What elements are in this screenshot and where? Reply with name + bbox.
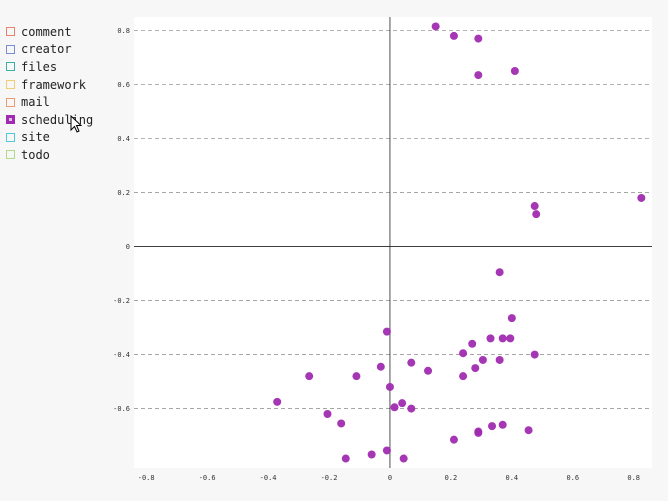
data-point <box>495 268 504 277</box>
mouse-cursor-icon <box>70 115 83 133</box>
data-point <box>382 327 391 336</box>
x-tick-label: -0.6 <box>199 474 216 482</box>
data-point <box>530 350 539 359</box>
data-point <box>305 372 314 381</box>
data-point <box>367 450 376 459</box>
x-tick-label: 0.8 <box>627 474 640 482</box>
legend: comment creator files framework mail scheduli… <box>6 23 93 164</box>
legend-item-comment[interactable]: comment <box>6 23 93 41</box>
data-point <box>488 422 497 431</box>
y-tick-label: 0 <box>126 243 130 251</box>
legend-label: framework <box>21 77 87 92</box>
data-point <box>530 202 539 211</box>
data-point <box>507 314 516 323</box>
legend-label: todo <box>21 147 50 162</box>
legend-item-mail[interactable]: mail <box>6 93 93 111</box>
legend-label: mail <box>21 95 50 110</box>
data-point <box>323 409 332 418</box>
plot-area <box>134 17 652 468</box>
data-point <box>398 399 407 408</box>
data-point <box>474 71 483 80</box>
legend-item-framework[interactable]: framework <box>6 76 93 94</box>
y-tick-label: -0.6 <box>113 405 130 413</box>
legend-swatch <box>6 44 15 54</box>
data-point <box>341 454 350 463</box>
x-tick-label: 0.6 <box>566 474 579 482</box>
data-point <box>495 355 504 364</box>
data-point <box>431 22 440 31</box>
data-point <box>382 446 391 455</box>
data-point <box>498 420 507 429</box>
data-point <box>407 404 416 413</box>
legend-swatch <box>6 80 15 90</box>
data-point <box>424 366 433 375</box>
data-point <box>459 372 468 381</box>
legend-item-creator[interactable]: creator <box>6 41 93 59</box>
data-point <box>337 419 346 428</box>
data-point <box>532 210 541 219</box>
data-point <box>510 67 519 76</box>
legend-label: creator <box>21 42 72 57</box>
x-tick-label: -0.8 <box>138 474 155 482</box>
legend-swatch <box>6 27 15 37</box>
legend-label: files <box>21 59 58 74</box>
data-point <box>524 426 533 435</box>
data-point <box>352 372 361 381</box>
data-point <box>407 358 416 367</box>
data-point <box>459 349 468 358</box>
y-tick-label: 0.2 <box>117 189 130 197</box>
y-tick-label: 0.4 <box>117 135 130 143</box>
legend-swatch <box>6 132 15 142</box>
data-point <box>449 435 458 444</box>
x-tick-label: -0.4 <box>260 474 277 482</box>
data-point <box>385 382 394 391</box>
y-tick-label: 0.6 <box>117 81 130 89</box>
x-tick-label: -0.2 <box>321 474 338 482</box>
legend-swatch <box>6 62 15 72</box>
data-point <box>468 339 477 348</box>
legend-item-todo[interactable]: todo <box>6 146 93 164</box>
data-point <box>449 31 458 40</box>
legend-label: comment <box>21 24 72 39</box>
x-tick-label: 0 <box>388 474 392 482</box>
data-point <box>486 334 495 343</box>
y-tick-label: 0.8 <box>117 27 130 35</box>
legend-item-site[interactable]: site <box>6 129 93 147</box>
data-point <box>390 403 399 412</box>
data-point <box>637 193 646 202</box>
legend-swatch <box>6 97 15 107</box>
y-tick-label: -0.4 <box>113 351 130 359</box>
data-point <box>506 334 515 343</box>
legend-item-files[interactable]: files <box>6 58 93 76</box>
legend-swatch <box>6 150 15 160</box>
data-point <box>399 454 408 463</box>
data-point <box>478 355 487 364</box>
data-point <box>474 428 483 437</box>
legend-label: site <box>21 130 50 145</box>
data-point <box>474 34 483 43</box>
x-tick-label: 0.4 <box>506 474 519 482</box>
data-point <box>273 397 282 406</box>
data-point <box>498 334 507 343</box>
y-tick-label: -0.2 <box>113 297 130 305</box>
data-point <box>376 362 385 371</box>
data-point <box>471 364 480 373</box>
x-tick-label: 0.2 <box>445 474 458 482</box>
legend-swatch <box>6 115 15 125</box>
